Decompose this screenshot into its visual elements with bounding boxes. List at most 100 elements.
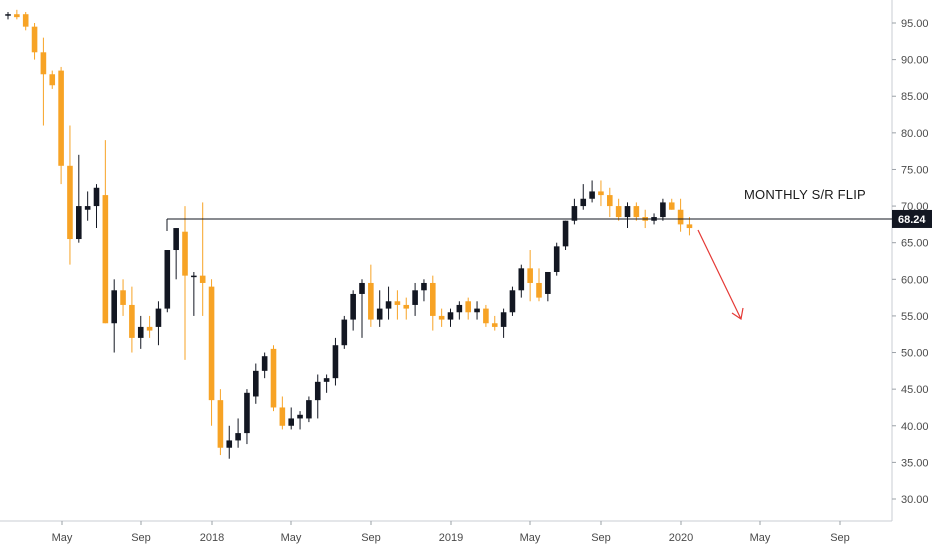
- candle-body: [40, 52, 47, 75]
- candle: [430, 275, 436, 331]
- candle-body: [22, 14, 29, 27]
- candle-body: [182, 231, 188, 276]
- candle: [306, 396, 312, 423]
- x-tick-label: Sep: [361, 532, 381, 544]
- candle: [571, 198, 578, 225]
- candle: [314, 374, 321, 419]
- x-tick-label: May: [520, 532, 541, 544]
- candle-body: [14, 14, 20, 18]
- candle-body: [306, 400, 312, 419]
- candle: [668, 198, 675, 210]
- candle: [84, 191, 91, 221]
- candle: [31, 23, 38, 60]
- candle: [341, 315, 348, 349]
- candle-body: [571, 206, 578, 221]
- candle: [403, 297, 410, 320]
- candle: [253, 363, 259, 404]
- candle: [553, 242, 560, 276]
- candle: [173, 228, 179, 280]
- candle-body: [359, 282, 365, 294]
- candle-body: [67, 165, 73, 240]
- candle: [376, 290, 383, 327]
- candle-body: [553, 246, 560, 272]
- candle-body: [102, 195, 109, 324]
- candle-body: [5, 14, 11, 16]
- candle-body: [93, 187, 100, 207]
- candle: [217, 389, 224, 456]
- candle-body: [164, 250, 171, 309]
- price-label-bg: [892, 209, 932, 228]
- candle-body: [199, 275, 206, 283]
- candle: [686, 217, 693, 236]
- y-tick-label: 55.00: [901, 311, 929, 323]
- candle-body: [261, 356, 268, 371]
- candle-body: [624, 206, 631, 218]
- candle-body: [297, 414, 303, 419]
- candle-body: [31, 26, 38, 53]
- candle-body: [598, 191, 604, 196]
- candle: [14, 9, 20, 20]
- y-tick-label: 60.00: [901, 274, 929, 286]
- candle-body: [84, 206, 91, 210]
- candle: [491, 315, 498, 331]
- candle-body: [191, 275, 197, 278]
- candle: [288, 407, 294, 430]
- y-tick-label: 40.00: [901, 421, 929, 433]
- y-tick-label: 80.00: [901, 128, 929, 140]
- y-tick-label: 35.00: [901, 457, 929, 469]
- y-tick-label: 45.00: [901, 384, 929, 396]
- candle: [146, 315, 153, 338]
- candle: [545, 271, 551, 302]
- candle-body: [483, 308, 489, 324]
- candle: [456, 301, 463, 320]
- candle-body: [500, 312, 507, 327]
- candle: [40, 37, 47, 126]
- candle-body: [465, 301, 471, 313]
- candle: [589, 180, 595, 203]
- candle-body: [607, 195, 613, 207]
- candle: [323, 374, 330, 393]
- candle-body: [421, 282, 427, 291]
- candle-body: [332, 345, 339, 379]
- candle: [536, 268, 542, 302]
- candle-body: [562, 220, 569, 247]
- candle-body: [368, 282, 374, 320]
- candle-body: [279, 407, 286, 426]
- candle: [235, 418, 241, 448]
- candle-body: [412, 290, 418, 305]
- candle: [677, 198, 684, 232]
- candle-body: [509, 290, 516, 313]
- candle: [261, 352, 268, 379]
- candle: [509, 286, 516, 316]
- x-tick-label: May: [281, 532, 302, 544]
- candle-body: [580, 198, 587, 207]
- candle-body: [235, 433, 241, 441]
- candle-body: [527, 268, 533, 283]
- candle-body: [226, 440, 233, 448]
- candle: [137, 315, 144, 349]
- candle-body: [314, 381, 321, 401]
- candle-body: [129, 304, 135, 338]
- candle-body: [686, 224, 693, 229]
- candle-body: [341, 319, 348, 346]
- candle: [465, 297, 471, 320]
- candle-body: [323, 378, 330, 382]
- candle-body: [491, 323, 498, 327]
- candle-body: [146, 326, 153, 331]
- x-tick-label: 2019: [439, 532, 463, 544]
- y-tick-label: 65.00: [901, 238, 929, 250]
- candle: [191, 271, 197, 316]
- candle-body: [438, 315, 445, 320]
- candle: [368, 264, 374, 327]
- candle-body: [173, 228, 179, 251]
- annotation-text[interactable]: MONTHLY S/R FLIP: [744, 187, 866, 202]
- candle-body: [244, 392, 250, 434]
- y-tick-label: 90.00: [901, 55, 929, 67]
- candle-body: [677, 209, 684, 225]
- down-arrow[interactable]: [697, 229, 744, 321]
- candle: [633, 202, 640, 221]
- candle-body: [403, 304, 410, 309]
- candle: [49, 70, 56, 89]
